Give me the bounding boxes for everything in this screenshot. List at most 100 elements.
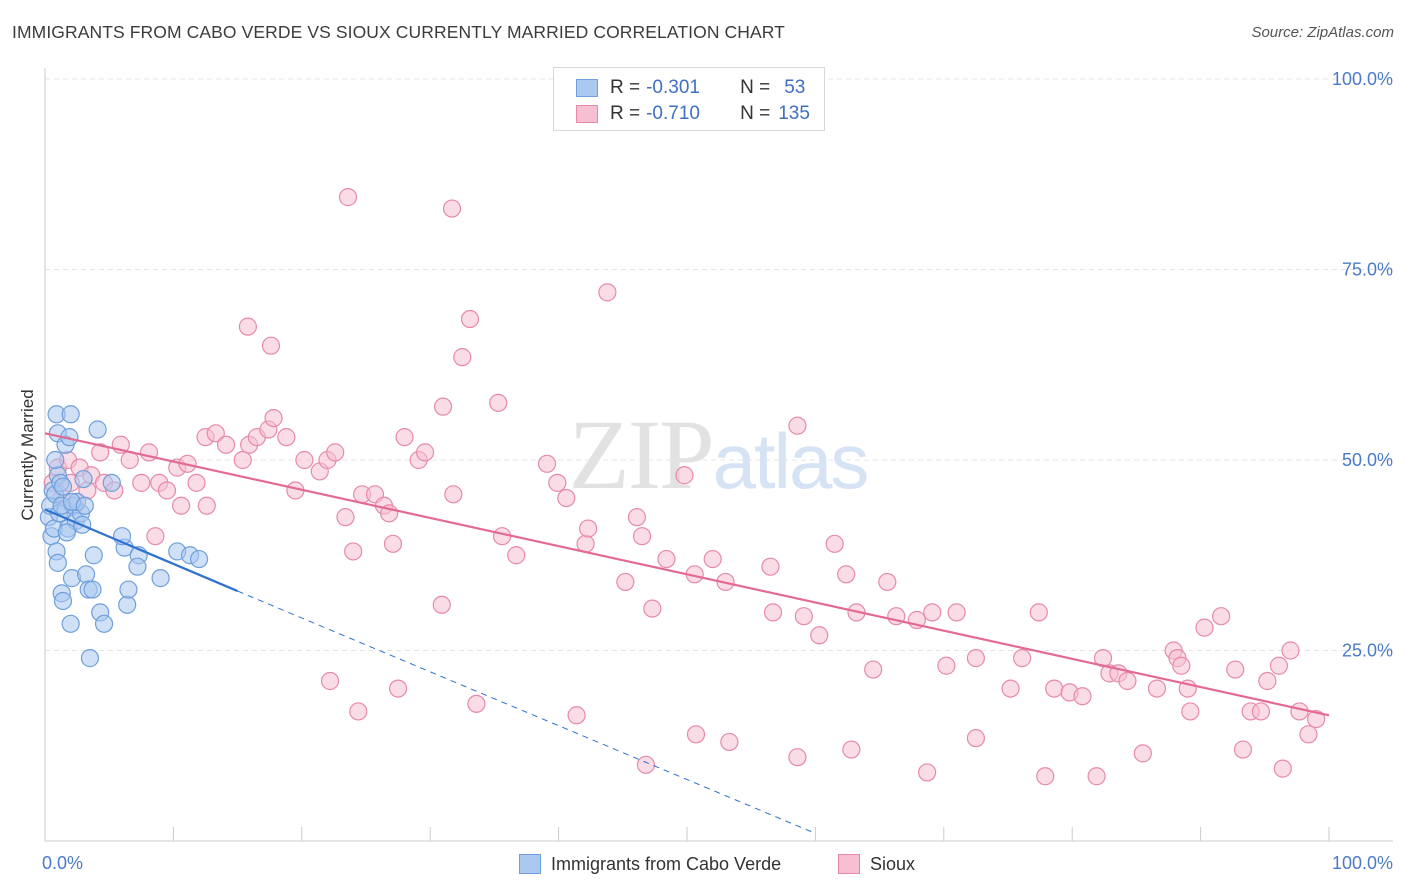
sioux-point [157, 481, 177, 500]
sioux-point [1045, 679, 1064, 698]
sioux-point [415, 443, 435, 462]
sioux-point [172, 496, 191, 515]
sioux-point [216, 435, 236, 454]
sioux-point [460, 309, 480, 329]
sioux-point [489, 393, 508, 412]
sioux-point [1226, 660, 1245, 679]
cabo-verde-point [53, 477, 73, 496]
sioux-point [442, 199, 462, 218]
sioux-point [1013, 649, 1032, 668]
sioux-point [383, 534, 403, 553]
sioux-point [432, 595, 451, 614]
sioux-point [1087, 767, 1106, 786]
sioux-point [878, 572, 897, 592]
sioux-point [467, 694, 486, 713]
sioux-point [810, 626, 829, 645]
y-tick-label: 50.0% [1342, 450, 1393, 470]
sioux-point [336, 508, 355, 527]
cabo-verde-point [53, 591, 73, 611]
sioux-point [1133, 744, 1152, 763]
sioux-point [238, 317, 257, 336]
sioux-point [1290, 702, 1309, 721]
cabo-verde-point [57, 523, 76, 542]
sioux-point [433, 397, 453, 416]
axes [44, 68, 1393, 842]
sioux-point [453, 348, 472, 367]
sioux-point [132, 473, 151, 492]
sioux-trendline [44, 432, 1330, 717]
sioux-point [1172, 656, 1191, 675]
sioux-point [264, 408, 283, 428]
cabo-verde-point [61, 614, 80, 633]
y-tick-label: 75.0% [1342, 260, 1393, 280]
sioux-points [43, 188, 1326, 786]
sioux-point [1299, 725, 1318, 744]
sioux-point [1258, 671, 1277, 691]
sioux-point [1073, 687, 1092, 706]
cabo-verde-point [102, 473, 121, 492]
cabo-verde-point [84, 546, 103, 565]
sioux-point [493, 527, 512, 546]
sioux-point [1251, 702, 1271, 721]
sioux-point [537, 454, 557, 473]
bottom-legend-swatch-pink [838, 854, 860, 874]
sioux-point [825, 534, 844, 553]
sioux-point [1281, 641, 1300, 660]
sioux-point [295, 450, 314, 470]
cabo-verde-point [74, 469, 93, 489]
sioux-point [579, 519, 598, 538]
sioux-point [389, 679, 408, 698]
sioux-point [197, 496, 216, 515]
sioux-point [1029, 603, 1048, 622]
legend-row-cabo-verde: R = -0.301 N = 53 [576, 76, 805, 100]
sioux-point [1212, 607, 1231, 626]
x-tick-label: 100.0% [1332, 853, 1393, 873]
sioux-point [675, 466, 694, 485]
sioux-point [918, 763, 937, 782]
legend-n-label: N = [740, 77, 771, 98]
sioux-point [349, 702, 368, 721]
cabo-verde-points [39, 405, 209, 668]
sioux-point [947, 603, 966, 622]
sioux-point [91, 443, 110, 462]
sioux-point [326, 443, 345, 462]
legend-r-label: R = [610, 77, 641, 98]
sioux-point [1036, 767, 1055, 786]
sioux-point [206, 424, 225, 443]
cabo-verde-point [88, 420, 107, 439]
sioux-point [636, 755, 656, 774]
legend-n-label: N = [740, 103, 771, 124]
legend-r-value: -0.710 [646, 103, 700, 124]
cabo-verde-point [61, 405, 80, 424]
sioux-point [598, 283, 617, 302]
legend-r-value: -0.301 [646, 77, 700, 98]
legend-n-value: 53 [784, 77, 806, 98]
sioux-point [937, 656, 956, 675]
sioux-point [1233, 740, 1253, 759]
correlation-legend: R = -0.301 N = 53 R = -0.710 N = 135 [553, 67, 825, 131]
cabo-verde-point [94, 614, 114, 633]
sioux-point [277, 428, 296, 447]
legend-swatch-pink [576, 105, 598, 123]
legend-n-value: 135 [778, 103, 810, 124]
y-tick-label: 100.0% [1332, 69, 1393, 89]
x-tick-label: 0.0% [42, 853, 83, 873]
sioux-point [1181, 702, 1200, 721]
cabo-verde-point [83, 580, 102, 599]
sioux-point [338, 188, 358, 207]
sioux-point [567, 706, 586, 725]
cabo-verde-point [75, 496, 94, 515]
legend-row-sioux: R = -0.710 N = 135 [576, 102, 810, 126]
source-label: Source: ZipAtlas.com [1251, 24, 1394, 41]
sioux-point [966, 649, 986, 668]
sioux-point [864, 660, 883, 679]
sioux-point [966, 729, 986, 748]
sioux-point [444, 485, 463, 504]
bottom-legend-cabo-verde: Immigrants from Cabo Verde [519, 852, 781, 876]
bottom-legend-swatch-blue [519, 854, 541, 874]
y-axis-title: Currently Married [18, 389, 37, 520]
cabo-verde-point [119, 580, 138, 599]
sioux-point [261, 336, 281, 355]
sioux-point [344, 542, 363, 561]
